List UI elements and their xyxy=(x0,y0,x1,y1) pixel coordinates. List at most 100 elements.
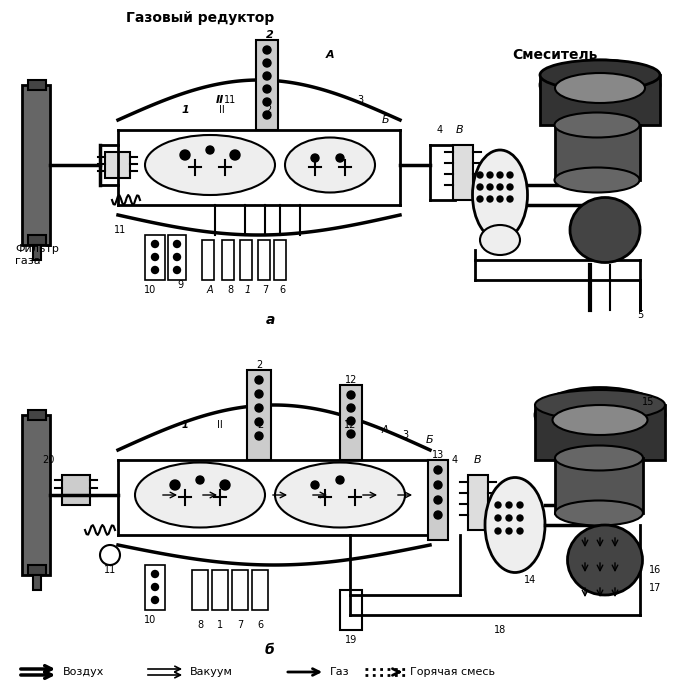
Ellipse shape xyxy=(275,463,405,528)
Bar xyxy=(555,458,643,513)
Circle shape xyxy=(255,404,263,412)
Bar xyxy=(145,565,165,610)
Text: 15: 15 xyxy=(642,397,654,407)
Text: а: а xyxy=(266,313,274,327)
Circle shape xyxy=(495,502,501,508)
Bar xyxy=(232,570,248,610)
Text: Б: Б xyxy=(426,435,434,445)
Circle shape xyxy=(507,184,513,190)
Ellipse shape xyxy=(540,60,660,90)
Text: 11: 11 xyxy=(114,225,126,235)
Text: 6: 6 xyxy=(257,620,263,630)
Text: Фильтр
газа: Фильтр газа xyxy=(15,244,59,266)
Text: 8: 8 xyxy=(227,285,233,295)
Circle shape xyxy=(347,430,355,438)
Text: В: В xyxy=(474,455,482,465)
Ellipse shape xyxy=(485,477,545,573)
Circle shape xyxy=(263,98,271,106)
Ellipse shape xyxy=(554,168,639,193)
Text: A: A xyxy=(326,50,334,60)
Circle shape xyxy=(263,111,271,119)
Bar xyxy=(192,570,208,610)
Text: В: В xyxy=(456,125,464,135)
Text: 2: 2 xyxy=(256,360,262,370)
Circle shape xyxy=(487,196,493,202)
Circle shape xyxy=(196,476,204,484)
Text: 1: 1 xyxy=(217,620,223,630)
Circle shape xyxy=(507,196,513,202)
Text: 13: 13 xyxy=(432,450,444,460)
Circle shape xyxy=(151,267,159,274)
Text: Газовый редуктор: Газовый редуктор xyxy=(126,11,274,25)
Text: б: б xyxy=(265,643,275,657)
Circle shape xyxy=(174,253,180,260)
Ellipse shape xyxy=(555,500,643,525)
Text: 1: 1 xyxy=(182,420,189,430)
Circle shape xyxy=(255,418,263,426)
Circle shape xyxy=(487,172,493,178)
Circle shape xyxy=(311,154,319,162)
Text: 10: 10 xyxy=(144,615,156,625)
Circle shape xyxy=(517,502,523,508)
Circle shape xyxy=(151,241,159,248)
Bar xyxy=(540,75,660,125)
Circle shape xyxy=(206,146,214,154)
Text: 18: 18 xyxy=(494,625,506,635)
Circle shape xyxy=(263,72,271,80)
Text: 16: 16 xyxy=(649,565,661,575)
Bar xyxy=(28,80,46,90)
Circle shape xyxy=(263,85,271,93)
Text: A: A xyxy=(381,425,388,435)
Text: II: II xyxy=(216,95,224,105)
Circle shape xyxy=(506,528,512,534)
Bar xyxy=(212,570,228,610)
Text: Б: Б xyxy=(381,115,389,125)
Bar xyxy=(62,475,90,505)
Bar xyxy=(274,240,286,280)
Text: A: A xyxy=(207,285,213,295)
Text: 14: 14 xyxy=(524,575,536,585)
Ellipse shape xyxy=(135,463,265,528)
Text: 9: 9 xyxy=(177,280,183,290)
Text: 4: 4 xyxy=(437,125,443,135)
Text: 7: 7 xyxy=(237,620,243,630)
Text: 1: 1 xyxy=(181,105,189,115)
Circle shape xyxy=(477,184,483,190)
Bar xyxy=(252,570,268,610)
Ellipse shape xyxy=(480,225,520,255)
Circle shape xyxy=(507,172,513,178)
Circle shape xyxy=(174,241,180,248)
Circle shape xyxy=(311,481,319,489)
Circle shape xyxy=(495,528,501,534)
Circle shape xyxy=(434,466,442,474)
Circle shape xyxy=(506,502,512,508)
Text: 12: 12 xyxy=(344,420,356,430)
Circle shape xyxy=(230,150,240,160)
Circle shape xyxy=(151,571,159,578)
Circle shape xyxy=(434,511,442,519)
Text: Смеситель: Смеситель xyxy=(512,48,598,62)
Circle shape xyxy=(477,196,483,202)
Ellipse shape xyxy=(552,405,648,435)
Bar xyxy=(468,475,488,530)
Circle shape xyxy=(497,172,503,178)
Circle shape xyxy=(477,172,483,178)
Bar xyxy=(247,370,271,460)
Bar xyxy=(105,152,130,178)
Circle shape xyxy=(180,150,190,160)
Circle shape xyxy=(347,417,355,425)
Bar xyxy=(22,415,50,575)
Text: Газ: Газ xyxy=(330,667,349,677)
Circle shape xyxy=(434,496,442,504)
Bar xyxy=(28,410,46,420)
Circle shape xyxy=(517,515,523,521)
Bar xyxy=(555,125,640,180)
Circle shape xyxy=(495,515,501,521)
Circle shape xyxy=(255,432,263,440)
Circle shape xyxy=(506,515,512,521)
Bar xyxy=(28,235,46,245)
Text: 10: 10 xyxy=(144,285,156,295)
Circle shape xyxy=(263,59,271,67)
Circle shape xyxy=(336,154,344,162)
Circle shape xyxy=(347,404,355,412)
